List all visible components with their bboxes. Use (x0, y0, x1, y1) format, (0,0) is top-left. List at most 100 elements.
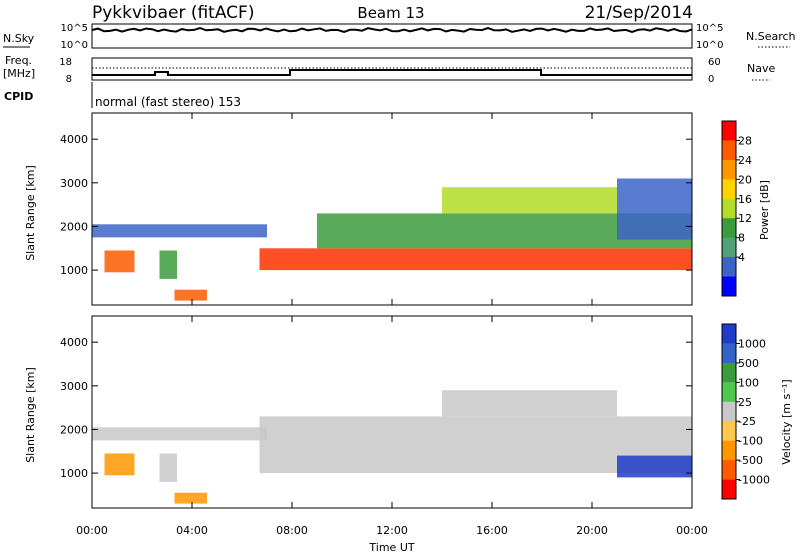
echo-band-1-6 (617, 455, 692, 478)
velocity-y-ticks: 1000 2000 3000 4000 (60, 336, 692, 480)
power-colorbar: 28 24 20 16 12 8 4 (721, 120, 752, 297)
colorbar-swatch-1-8 (722, 479, 736, 500)
x-tick-label-1: 04:00 (176, 524, 208, 537)
y-tick-label-1-1: 2000 (60, 423, 88, 436)
colorbar-frame-0 (721, 120, 737, 297)
echo-band-0-1 (104, 250, 135, 273)
colorbar-swatch-1-4 (722, 401, 736, 422)
freq-unit: [MHz] (3, 67, 35, 80)
colorbar-tick-label-1-5: -100 (738, 435, 763, 448)
colorbar-frame-1 (721, 323, 737, 500)
colorbar-tick-label-1-1: 500 (738, 357, 759, 370)
power-echoes (92, 178, 692, 301)
echo-band-0-4 (259, 248, 692, 271)
colorbar-swatch-0-4 (722, 198, 736, 219)
nsearch-label: N.Search (746, 30, 796, 43)
freq-strip-frame (91, 57, 693, 81)
nsky-strip: N.Sky 10^5 10^0 10^5 10^0 N.Search (3, 23, 796, 51)
freq-tick-top: 18 (59, 57, 72, 68)
colorbar-swatch-0-5 (722, 218, 736, 239)
x-axis: 00:00 04:00 08:00 12:00 16:00 20:00 00:00 (76, 113, 708, 537)
nsearch-tick-top: 10^5 (696, 23, 723, 34)
freq-strip: Freq. [MHz] 18 8 60 0 Nave (3, 54, 775, 85)
nsearch-tick-bottom: 10^0 (696, 40, 723, 51)
colorbar-swatch-1-2 (722, 362, 736, 383)
nsky-trace (91, 26, 693, 34)
colorbar-swatch-1-0 (722, 324, 736, 344)
power-y-label: Slant Range [km] (24, 165, 37, 261)
colorbar-swatch-0-3 (722, 179, 736, 200)
colorbar-tick-label-1-0: 1000 (738, 337, 766, 350)
colorbar-swatch-1-1 (722, 343, 736, 364)
nave-tick-top: 60 (708, 57, 721, 68)
colorbar-tick-label-0-3: 16 (738, 193, 752, 206)
radar-title: Pykkvibaer (fitACF) (92, 3, 254, 23)
colorbar-tick-label-0-2: 20 (738, 173, 752, 186)
power-y-ticks: 1000 2000 3000 4000 (60, 133, 692, 277)
colorbar-swatch-0-6 (722, 237, 736, 258)
nsky-strip-frame (91, 23, 693, 49)
echo-band-1-2 (159, 453, 177, 482)
colorbar-swatch-1-3 (722, 382, 736, 403)
echo-band-1-1 (104, 453, 135, 476)
y-tick-label-0-2: 3000 (60, 177, 88, 190)
colorbar-swatch-0-7 (722, 257, 736, 277)
nsky-tick-top: 10^5 (61, 23, 88, 34)
echo-band-1-3 (174, 492, 207, 504)
colorbar-tick-label-1-4: -25 (738, 415, 756, 428)
velocity-y-label: Slant Range [km] (24, 367, 37, 463)
power-panel: 1000 2000 3000 4000 Slant Range [km] 28 24 20… (24, 112, 771, 306)
y-tick-label-1-2: 3000 (60, 380, 88, 393)
colorbar-tick-label-1-3: 25 (738, 396, 752, 409)
x-tick-label-2: 08:00 (276, 524, 308, 537)
colorbar-swatch-1-5 (722, 421, 736, 442)
colorbar-tick-label-1-6: -500 (738, 454, 763, 467)
y-tick-label-1-3: 4000 (60, 336, 88, 349)
velocity-echoes (92, 390, 692, 504)
freq-label: Freq. (5, 54, 32, 67)
colorbar-swatch-1-6 (722, 440, 736, 461)
y-tick-label-1-0: 1000 (60, 467, 88, 480)
colorbar-swatch-0-1 (722, 140, 736, 161)
echo-band-0-3 (174, 289, 207, 301)
colorbar-tick-label-0-5: 8 (738, 232, 745, 245)
x-tick-label-6: 00:00 (676, 524, 708, 537)
x-tick-label-5: 20:00 (576, 524, 608, 537)
nave-label: Nave (747, 62, 775, 75)
power-colorbar-label: Power [dB] (758, 180, 771, 240)
colorbar-tick-label-0-6: 4 (738, 251, 745, 264)
x-tick-label-0: 00:00 (76, 524, 108, 537)
colorbar-swatch-0-8 (722, 276, 736, 297)
nsky-label: N.Sky (3, 32, 35, 45)
colorbar-tick-label-0-1: 24 (738, 154, 752, 167)
freq-trace (92, 69, 692, 76)
velocity-panel: 1000 2000 3000 4000 Slant Range [km] 1000 50… (24, 315, 793, 509)
velocity-colorbar-label: Velocity [m s⁻¹] (780, 379, 793, 464)
colorbar-swatch-1-7 (722, 460, 736, 480)
freq-tick-bottom: 8 (66, 74, 72, 85)
beam-title: Beam 13 (357, 4, 424, 22)
date-title: 21/Sep/2014 (585, 3, 693, 23)
colorbar-swatch-0-2 (722, 159, 736, 180)
colorbar-tick-label-1-2: 100 (738, 376, 759, 389)
echo-band-0-7 (617, 178, 692, 240)
colorbar-tick-label-0-0: 28 (738, 134, 752, 147)
x-tick-label-4: 16:00 (476, 524, 508, 537)
y-tick-label-0-3: 4000 (60, 133, 88, 146)
echo-band-1-0 (92, 427, 267, 441)
cpid-text: normal (fast stereo) 153 (95, 95, 241, 109)
nave-tick-bottom: 0 (708, 74, 714, 85)
x-tick-label-3: 12:00 (376, 524, 408, 537)
x-axis-label: Time UT (368, 541, 414, 554)
velocity-colorbar: 1000 500 100 25 -25 -100 -500 -1000 (721, 323, 770, 500)
cpid-strip: CPID normal (fast stereo) 153 (4, 82, 241, 109)
colorbar-tick-label-1-7: -1000 (738, 474, 770, 487)
echo-band-0-0 (92, 224, 267, 238)
nsky-tick-bottom: 10^0 (61, 40, 88, 51)
cpid-label: CPID (4, 90, 33, 103)
y-tick-label-0-0: 1000 (60, 264, 88, 277)
echo-band-0-2 (159, 250, 177, 279)
colorbar-tick-label-0-4: 12 (738, 212, 752, 225)
echo-band-1-5 (442, 390, 617, 417)
